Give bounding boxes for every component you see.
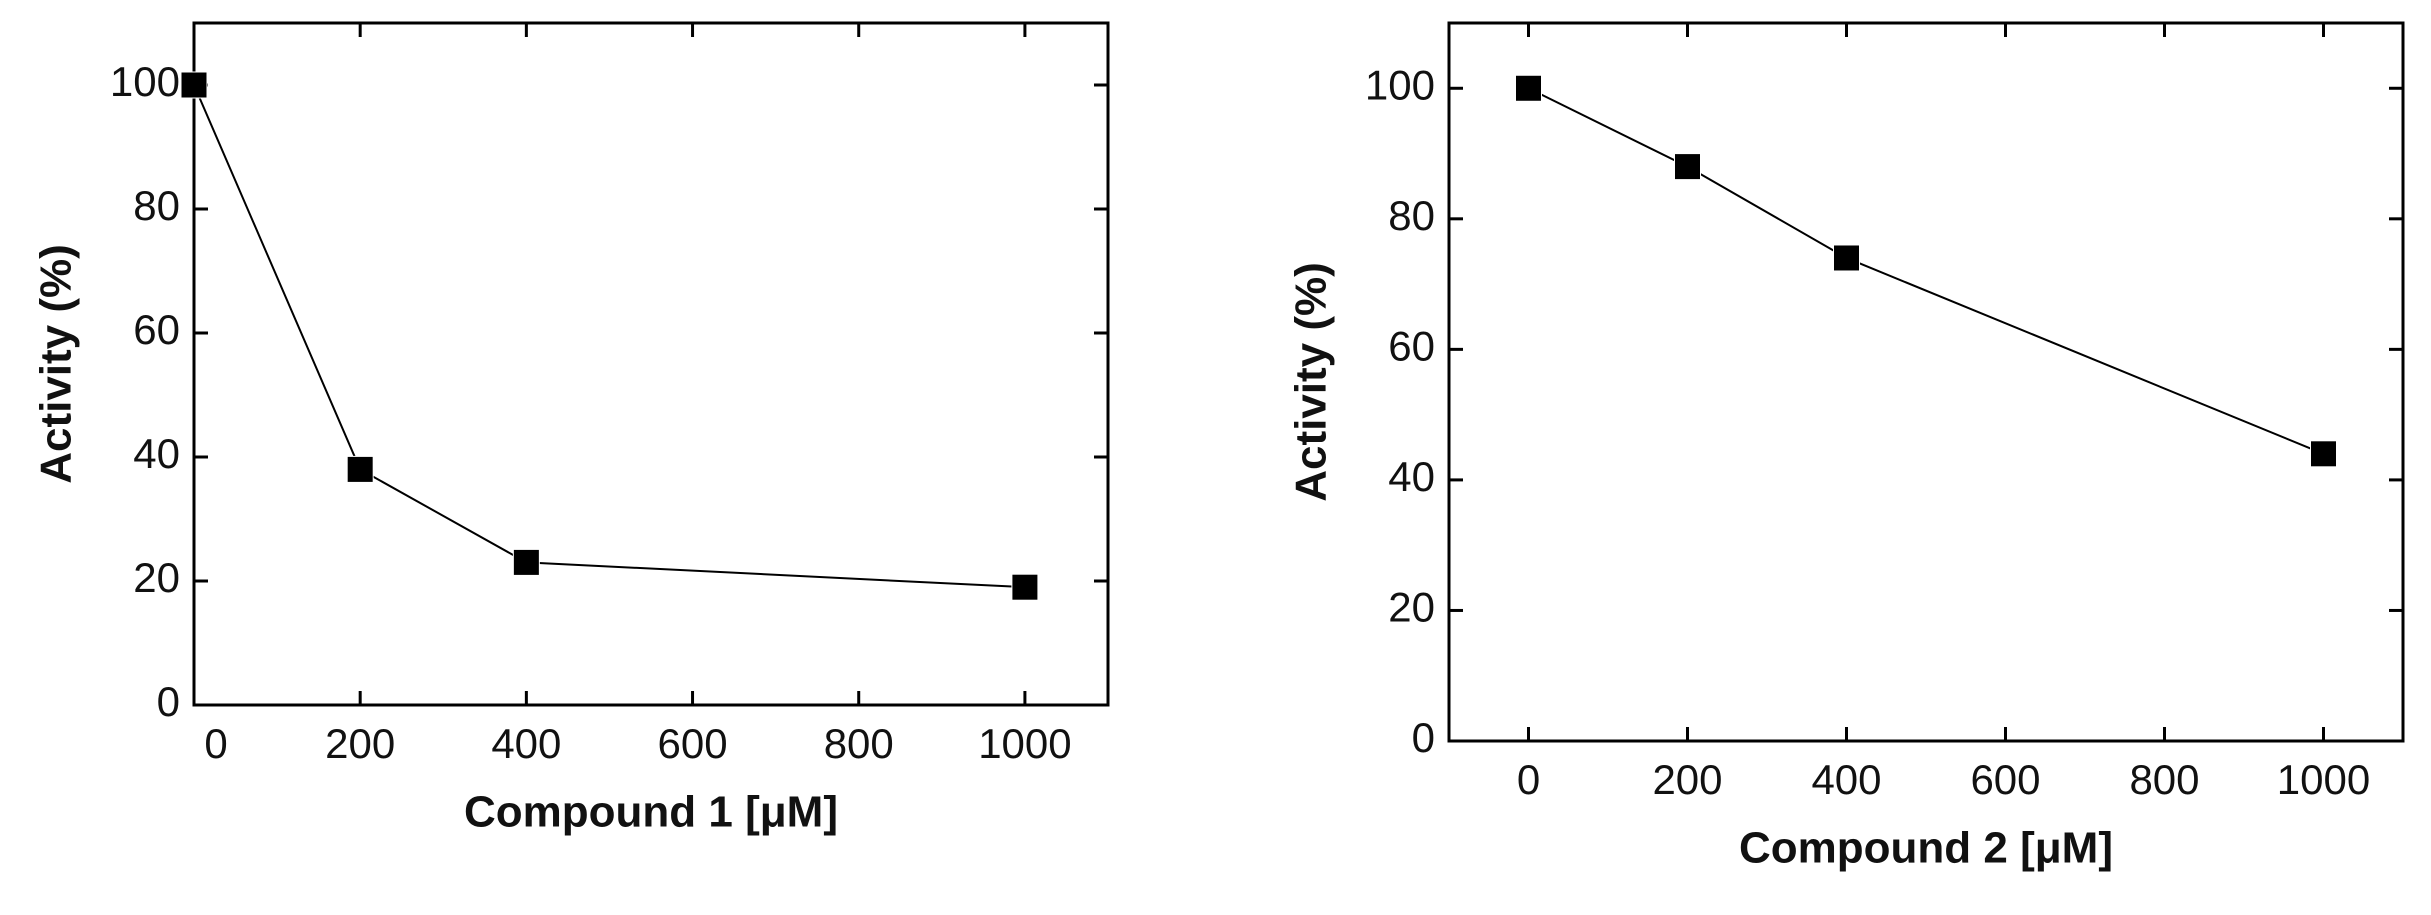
y-tick-label: 0 — [157, 678, 180, 725]
x-tick-label: 600 — [658, 720, 728, 767]
x-tick-label: 800 — [2129, 756, 2199, 803]
y-tick-label: 80 — [133, 182, 180, 229]
x-tick-label: 1000 — [2277, 756, 2370, 803]
y-tick-label: 20 — [133, 554, 180, 601]
x-tick-label: 0 — [1517, 756, 1540, 803]
series-line — [1528, 87, 2324, 455]
plot-frame — [192, 21, 1110, 707]
x-axis-title: Compound 1 [μM] — [464, 788, 838, 837]
y-axis-title: Activity (%) — [1287, 262, 1336, 502]
x-tick-label: 200 — [1652, 756, 1722, 803]
x-tick-label: 400 — [1811, 756, 1881, 803]
y-tick-label: 60 — [133, 306, 180, 353]
marker — [1833, 244, 1860, 272]
marker — [1515, 74, 1542, 102]
y-tick-label: 40 — [1388, 453, 1435, 500]
x-tick-label: 800 — [824, 720, 894, 767]
x-axis-title: Compound 2 [μM] — [1739, 824, 2113, 873]
series-line — [193, 84, 1025, 589]
y-tick-label: 20 — [1388, 584, 1435, 631]
y-tick-label: 60 — [1388, 322, 1435, 369]
x-tick-label: 400 — [491, 720, 561, 767]
marker — [1011, 573, 1039, 601]
y-tick-label: 40 — [133, 430, 180, 477]
marker — [1674, 153, 1701, 181]
y-tick-label: 0 — [1412, 714, 1435, 761]
x-tick-label: 0 — [204, 720, 227, 767]
x-tick-label: 600 — [1970, 756, 2040, 803]
x-tick-label: 200 — [325, 720, 395, 767]
marker — [180, 71, 208, 99]
marker — [346, 455, 374, 483]
y-tick-label: 100 — [1365, 61, 1435, 108]
y-tick-label: 80 — [1388, 192, 1435, 239]
y-tick-label: 100 — [110, 58, 180, 105]
x-tick-label: 1000 — [978, 720, 1071, 767]
marker — [2310, 440, 2337, 468]
plot-frame — [1447, 21, 2405, 743]
marker — [512, 548, 540, 576]
y-axis-title: Activity (%) — [32, 244, 81, 484]
